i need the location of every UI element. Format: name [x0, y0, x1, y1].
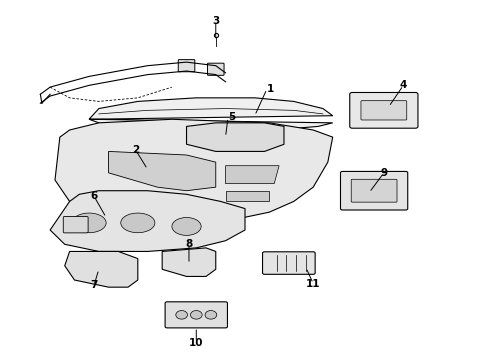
- Text: 11: 11: [306, 279, 320, 289]
- PathPatch shape: [55, 119, 333, 223]
- FancyBboxPatch shape: [207, 63, 224, 75]
- Circle shape: [176, 311, 188, 319]
- Text: 4: 4: [400, 80, 407, 90]
- PathPatch shape: [162, 248, 216, 276]
- PathPatch shape: [187, 123, 284, 152]
- PathPatch shape: [65, 251, 138, 287]
- Circle shape: [205, 311, 217, 319]
- Ellipse shape: [172, 217, 201, 235]
- Text: 9: 9: [380, 168, 388, 178]
- FancyBboxPatch shape: [63, 216, 88, 233]
- PathPatch shape: [225, 191, 270, 202]
- Text: 7: 7: [90, 280, 98, 291]
- Text: 2: 2: [132, 145, 139, 155]
- FancyBboxPatch shape: [361, 101, 407, 120]
- Text: 5: 5: [228, 112, 235, 122]
- Text: 6: 6: [90, 191, 98, 201]
- Text: 10: 10: [189, 338, 203, 347]
- Text: 3: 3: [212, 16, 220, 26]
- FancyBboxPatch shape: [263, 252, 315, 274]
- FancyBboxPatch shape: [351, 179, 397, 202]
- Ellipse shape: [121, 213, 155, 233]
- FancyBboxPatch shape: [178, 60, 195, 72]
- FancyBboxPatch shape: [350, 93, 418, 128]
- FancyBboxPatch shape: [165, 302, 227, 328]
- Text: 8: 8: [185, 239, 193, 249]
- PathPatch shape: [50, 191, 245, 251]
- Ellipse shape: [72, 213, 106, 233]
- PathPatch shape: [109, 152, 216, 191]
- PathPatch shape: [89, 98, 333, 130]
- FancyBboxPatch shape: [341, 171, 408, 210]
- PathPatch shape: [225, 166, 279, 184]
- Circle shape: [191, 311, 202, 319]
- Text: 1: 1: [267, 84, 274, 94]
